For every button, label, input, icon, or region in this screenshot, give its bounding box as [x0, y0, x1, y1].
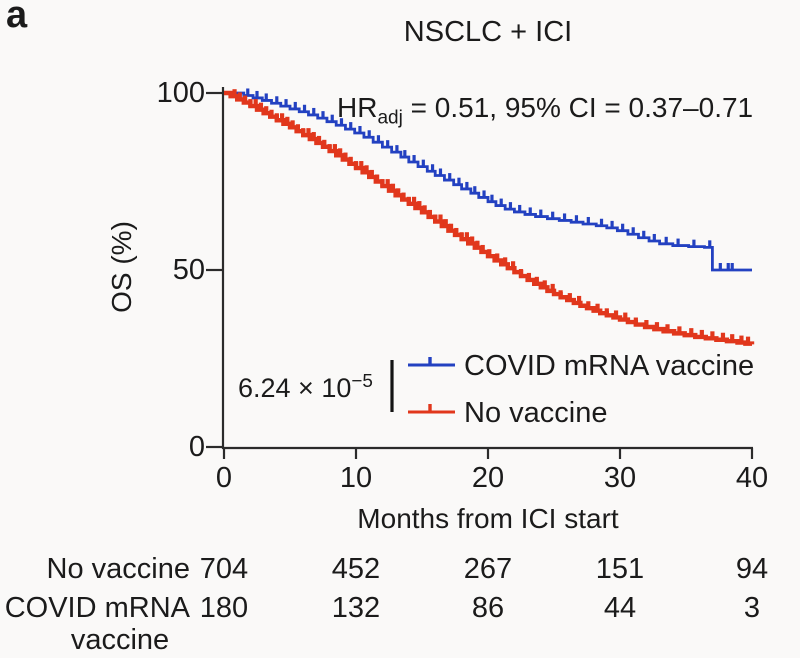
- risk-count: 86: [471, 592, 505, 624]
- pvalue-base: 6.24 × 10: [238, 373, 352, 403]
- hr-annotation: HRadj = 0.51, 95% CI = 0.37–0.71: [337, 92, 753, 130]
- x-tick-label-10: 10: [339, 462, 373, 494]
- risk-count: 3: [743, 592, 761, 624]
- risk-count: 151: [595, 553, 645, 585]
- risk-count: 180: [199, 592, 249, 624]
- risk-count: 704: [199, 553, 249, 585]
- x-tick-label-40: 40: [735, 462, 769, 494]
- risk-table-row-label-no-vaccine: No vaccine: [46, 553, 190, 585]
- risk-table-row-label-covid-mrna: COVID mRNA: [4, 592, 190, 624]
- panel-label: a: [6, 0, 28, 36]
- x-tick-label-30: 30: [603, 462, 637, 494]
- risk-count: 267: [463, 553, 513, 585]
- x-tick-label-20: 20: [471, 462, 505, 494]
- y-tick-label-100: 100: [156, 77, 205, 109]
- legend-label-no-vaccine: No vaccine: [464, 397, 608, 429]
- chart-title: NSCLC + ICI: [403, 16, 573, 48]
- hr-annotation-value: = 0.51, 95% CI = 0.37–0.71: [402, 92, 754, 123]
- pvalue-exponent: −5: [351, 371, 373, 392]
- risk-count: 44: [603, 592, 637, 624]
- hr-annotation-prefix: HR: [337, 92, 378, 123]
- y-tick-label-50: 50: [172, 254, 205, 286]
- risk-count: 94: [735, 553, 769, 585]
- legend-label-covid-mrna-vaccine: COVID mRNA vaccine: [464, 350, 755, 382]
- y-tick-label-0: 0: [188, 431, 205, 463]
- pvalue-annotation: 6.24 × 10−5: [238, 371, 373, 404]
- x-axis-label: Months from ICI start: [357, 503, 619, 534]
- risk-count: 452: [331, 553, 381, 585]
- risk-count: 132: [331, 592, 381, 624]
- risk-table-row-label-covid-mrna-line2: vaccine: [70, 624, 170, 656]
- hr-annotation-subscript: adj: [377, 107, 403, 129]
- x-tick-label-0: 0: [215, 462, 233, 494]
